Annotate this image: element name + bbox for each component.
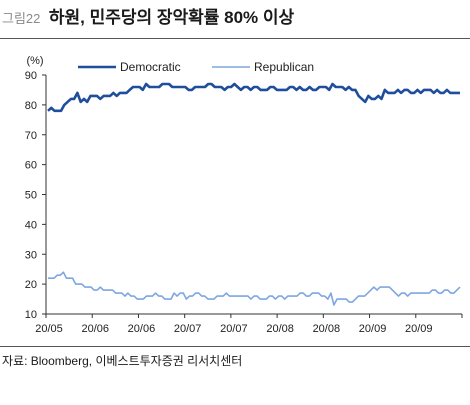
legend-label-democratic: Democratic bbox=[120, 60, 181, 74]
legend-label-republican: Republican bbox=[254, 60, 314, 74]
y-tick-label: 50 bbox=[25, 190, 37, 202]
chart-legend: Democratic Republican bbox=[78, 60, 314, 74]
line-chart: 10 20 30 40 50 60 70 80 90 (%) 20/05 20/06 20/06 20/0… bbox=[25, 55, 463, 335]
y-tick-label: 80 bbox=[25, 100, 37, 112]
x-tick-label: 20/08 bbox=[313, 323, 341, 335]
y-tick-label: 10 bbox=[25, 309, 37, 321]
y-tick-label: 30 bbox=[25, 249, 37, 261]
y-axis-unit-label: (%) bbox=[26, 55, 43, 67]
x-tick-label: 20/06 bbox=[81, 323, 109, 335]
source-note: 자료: Bloomberg, 이베스트투자증권 리서치센터 bbox=[2, 354, 243, 368]
x-tick-label: 20/05 bbox=[35, 323, 63, 335]
series-line-republican bbox=[48, 271, 461, 306]
x-tick-label: 20/09 bbox=[405, 323, 433, 335]
series-layer bbox=[47, 82, 461, 306]
title-divider bbox=[0, 38, 470, 39]
y-tick-label: 60 bbox=[25, 160, 37, 172]
y-tick-label: 40 bbox=[25, 219, 37, 231]
x-tick-label: 20/09 bbox=[359, 323, 387, 335]
chart-axes: 10 20 30 40 50 60 70 80 90 (%) 20/05 20/06 20/06 20/0… bbox=[25, 55, 463, 335]
y-tick-label: 70 bbox=[25, 130, 37, 142]
figure-title-text: 하원, 민주당의 장악확률 80% 이상 bbox=[48, 8, 295, 27]
y-tick-label: 90 bbox=[25, 70, 37, 82]
x-tick-label: 20/07 bbox=[174, 323, 202, 335]
x-tick-label: 20/08 bbox=[266, 323, 294, 335]
x-tick-label: 20/07 bbox=[220, 323, 248, 335]
figure-number: 그림22 bbox=[2, 11, 41, 26]
x-tick-label: 20/06 bbox=[128, 323, 156, 335]
source-divider bbox=[0, 346, 470, 347]
series-line-democratic bbox=[47, 82, 460, 113]
figure-title: 그림22 하원, 민주당의 장악확률 80% 이상 bbox=[2, 4, 294, 32]
y-tick-label: 20 bbox=[25, 279, 37, 291]
